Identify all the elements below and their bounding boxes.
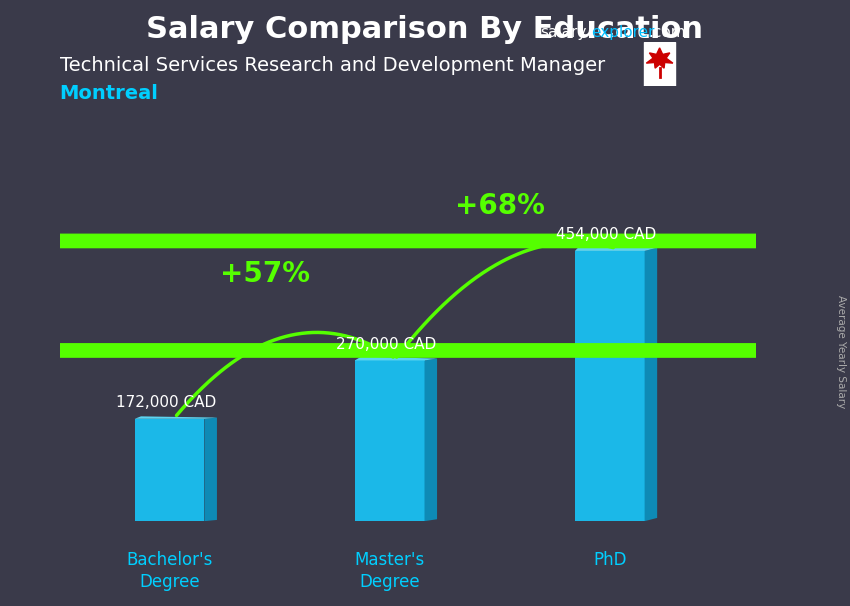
Polygon shape	[575, 251, 644, 521]
Text: +57%: +57%	[220, 260, 310, 288]
Text: .com: .com	[649, 25, 686, 41]
Polygon shape	[354, 356, 437, 361]
Text: Average Yearly Salary: Average Yearly Salary	[836, 295, 846, 408]
Text: explorer: explorer	[591, 25, 654, 41]
Text: Technical Services Research and Development Manager: Technical Services Research and Developm…	[60, 56, 604, 75]
Polygon shape	[0, 344, 850, 357]
Polygon shape	[644, 42, 675, 86]
Polygon shape	[204, 418, 217, 521]
Text: Montreal: Montreal	[60, 84, 158, 102]
Polygon shape	[0, 235, 850, 248]
Text: PhD: PhD	[593, 551, 626, 569]
Polygon shape	[575, 244, 657, 251]
Text: 172,000 CAD: 172,000 CAD	[116, 395, 216, 410]
Polygon shape	[424, 359, 437, 521]
Polygon shape	[646, 48, 673, 68]
Text: +68%: +68%	[455, 192, 545, 220]
Text: Bachelor's
Degree: Bachelor's Degree	[127, 551, 212, 591]
Text: Master's
Degree: Master's Degree	[354, 551, 425, 591]
Text: salary: salary	[540, 25, 586, 41]
Polygon shape	[134, 419, 204, 521]
Polygon shape	[134, 416, 217, 419]
Text: 270,000 CAD: 270,000 CAD	[336, 336, 436, 351]
Polygon shape	[354, 361, 424, 521]
Text: 454,000 CAD: 454,000 CAD	[556, 227, 656, 242]
Polygon shape	[644, 248, 657, 521]
Text: Salary Comparison By Education: Salary Comparison By Education	[146, 15, 704, 44]
